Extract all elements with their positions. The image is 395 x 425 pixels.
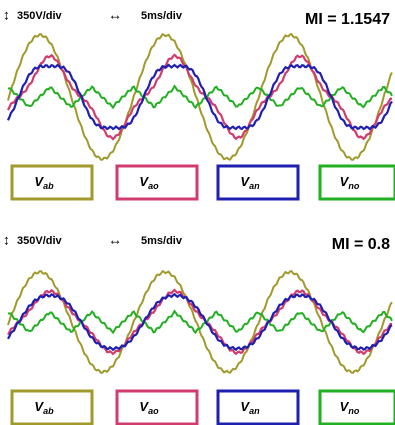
legend-sub: ao	[148, 181, 159, 191]
legend-sub: an	[249, 181, 260, 191]
mi-label: MI = 0.8	[332, 236, 390, 253]
wave-van	[8, 294, 392, 350]
volt-scale: 350V/div	[17, 10, 63, 22]
volt-arrow: ↕	[3, 7, 10, 23]
time-arrow: ↔	[108, 232, 122, 248]
time-scale: 5ms/div	[141, 235, 183, 247]
legend-sub: no	[348, 406, 359, 416]
volt-scale: 350V/div	[17, 235, 63, 247]
legend-sub: an	[249, 406, 260, 416]
mi-label: MI = 1.1547	[305, 11, 390, 28]
legend-sub: ao	[148, 406, 159, 416]
wave-vab	[8, 34, 392, 160]
figure: ↕350V/div↔5ms/divMI = 1.1547VabVaoVanVno…	[0, 0, 395, 425]
legend-sub: ab	[43, 181, 54, 191]
time-scale: 5ms/div	[141, 10, 183, 22]
wave-vao	[8, 55, 392, 139]
wave-vab	[8, 271, 392, 373]
time-arrow: ↔	[108, 7, 122, 23]
legend-sub: no	[348, 181, 359, 191]
volt-arrow: ↕	[3, 232, 10, 248]
legend-sub: ab	[43, 406, 54, 416]
